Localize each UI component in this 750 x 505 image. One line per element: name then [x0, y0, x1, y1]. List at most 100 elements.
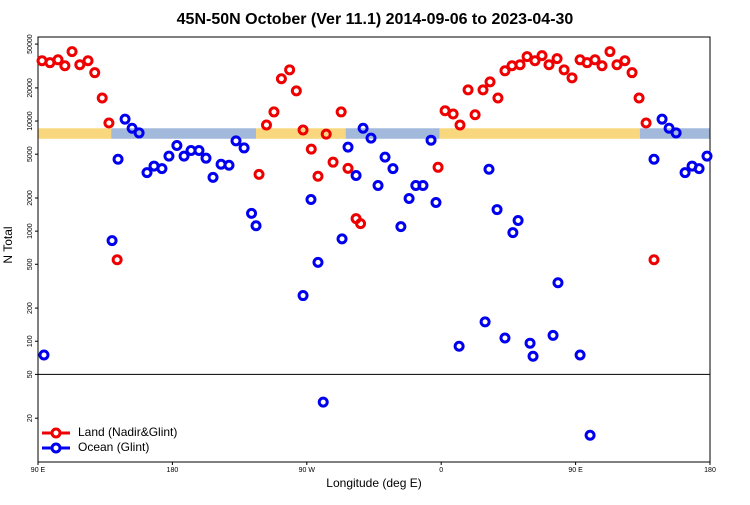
data-point [566, 72, 578, 84]
data-point [66, 46, 78, 58]
data-point [596, 60, 608, 72]
data-point [336, 233, 348, 245]
data-point [250, 220, 262, 232]
data-point [305, 193, 317, 205]
data-point [327, 156, 339, 168]
data-point [619, 55, 631, 67]
surface-band [111, 128, 257, 139]
data-point [305, 143, 317, 155]
data-point [648, 254, 660, 266]
data-point [462, 84, 474, 96]
data-point [297, 124, 309, 136]
y-tick-label: 2000 [27, 190, 34, 206]
data-point [693, 163, 705, 175]
x-tick-label: 180 [167, 467, 179, 474]
data-point [484, 76, 496, 88]
y-tick-label: 50 [27, 370, 34, 378]
data-point [529, 55, 541, 67]
data-point [357, 122, 369, 134]
surface-band [345, 128, 440, 139]
data-point [499, 65, 511, 77]
data-point [163, 150, 175, 162]
legend-marker [50, 427, 62, 439]
data-point [584, 429, 596, 441]
data-point [342, 141, 354, 153]
data-point [141, 167, 153, 179]
data-point [521, 51, 533, 63]
y-tick-label: 20 [27, 414, 34, 422]
legend-marker [50, 442, 62, 454]
data-point [112, 153, 124, 165]
data-point [387, 163, 399, 175]
data-point [547, 329, 559, 341]
data-point [492, 92, 504, 104]
data-point [656, 113, 668, 125]
data-point [119, 113, 131, 125]
y-axis-label: N Total [1, 226, 15, 263]
data-point [284, 64, 296, 76]
data-point [193, 145, 205, 157]
data-point [379, 151, 391, 163]
data-point [171, 139, 183, 151]
data-point [425, 134, 437, 146]
data-point [499, 332, 511, 344]
data-point [512, 214, 524, 226]
data-point [417, 179, 429, 191]
data-point [96, 92, 108, 104]
data-point [82, 55, 94, 67]
data-point [59, 60, 71, 72]
y-tick-label: 50000 [27, 34, 34, 54]
data-point [320, 128, 332, 140]
data-point [633, 92, 645, 104]
data-point [268, 106, 280, 118]
data-point [230, 135, 242, 147]
data-point [335, 106, 347, 118]
data-point [453, 340, 465, 352]
surface-band [38, 128, 112, 139]
data-point [648, 153, 660, 165]
data-point [552, 277, 564, 289]
data-point [454, 119, 466, 131]
data-point [38, 349, 50, 361]
x-tick-label: 90 E [31, 467, 46, 474]
data-point [524, 337, 536, 349]
chart-title: 45N-50N October (Ver 11.1) 2014-09-06 to… [177, 11, 574, 28]
data-point [640, 117, 652, 129]
data-point [543, 59, 555, 71]
x-axis-label: Longitude (deg E) [326, 476, 421, 490]
data-point [342, 162, 354, 174]
data-point [611, 59, 623, 71]
data-point [663, 122, 675, 134]
data-point [558, 64, 570, 76]
data-point [527, 350, 539, 362]
data-point [551, 53, 563, 65]
data-point [403, 192, 415, 204]
data-point [275, 73, 287, 85]
data-point [317, 396, 329, 408]
surface-band [439, 128, 640, 139]
data-point [156, 163, 168, 175]
data-point [178, 150, 190, 162]
data-point [350, 170, 362, 182]
data-point [297, 290, 309, 302]
data-point [430, 197, 442, 209]
data-point [103, 117, 115, 129]
data-point [479, 316, 491, 328]
x-tick-label: 90 W [299, 467, 316, 474]
data-point [574, 349, 586, 361]
plot-frame [37, 36, 711, 463]
data-point [626, 67, 638, 79]
data-point [106, 235, 118, 247]
y-tick-label: 1000 [27, 223, 34, 239]
data-point [246, 207, 258, 219]
data-point [207, 171, 219, 183]
data-point [238, 142, 250, 154]
data-point [355, 218, 367, 230]
y-tick-label: 200 [27, 302, 34, 314]
y-tick-label: 10000 [27, 111, 34, 131]
data-point [133, 127, 145, 139]
data-point [670, 127, 682, 139]
data-point [290, 85, 302, 97]
data-point [507, 227, 519, 239]
